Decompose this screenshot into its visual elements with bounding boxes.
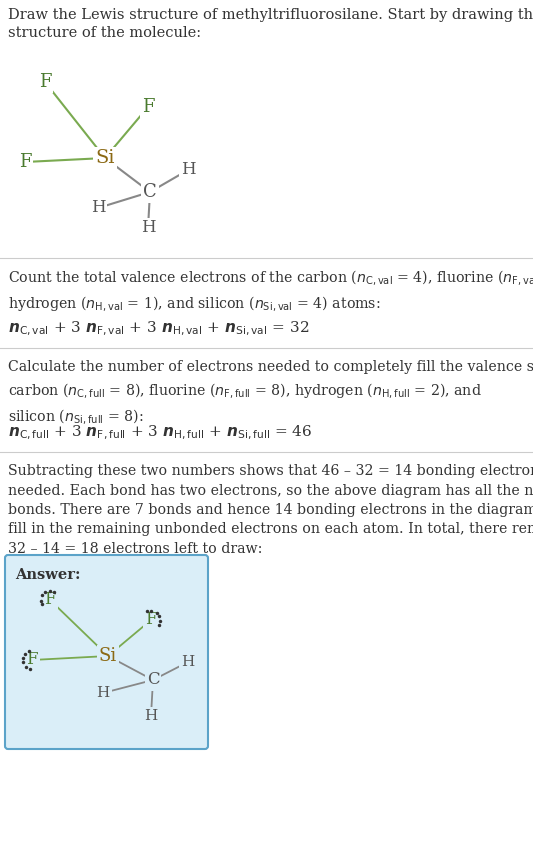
Text: Count the total valence electrons of the carbon ($n_\mathrm{C,val}$ = 4), fluori: Count the total valence electrons of the… <box>8 268 533 312</box>
Text: F: F <box>26 652 38 668</box>
Text: Draw the Lewis structure of methyltrifluorosilane. Start by drawing the overall
: Draw the Lewis structure of methyltriflu… <box>8 8 533 41</box>
Text: F: F <box>142 98 154 116</box>
Text: Subtracting these two numbers shows that 46 – 32 = 14 bonding electrons are
need: Subtracting these two numbers shows that… <box>8 464 533 556</box>
Text: F: F <box>44 591 56 608</box>
Text: C: C <box>147 672 159 688</box>
FancyBboxPatch shape <box>5 555 208 749</box>
Text: F: F <box>39 73 51 91</box>
Text: H: H <box>91 200 106 216</box>
Text: $\bfit{n}_\mathrm{C,val}$ + 3 $\bfit{n}_\mathrm{F,val}$ + 3 $\bfit{n}_\mathrm{H,: $\bfit{n}_\mathrm{C,val}$ + 3 $\bfit{n}_… <box>8 320 309 339</box>
Text: $\bfit{n}_\mathrm{C,full}$ + 3 $\bfit{n}_\mathrm{F,full}$ + 3 $\bfit{n}_\mathrm{: $\bfit{n}_\mathrm{C,full}$ + 3 $\bfit{n}… <box>8 424 312 443</box>
Text: F: F <box>145 611 157 628</box>
Text: C: C <box>143 183 157 201</box>
Text: F: F <box>19 153 31 171</box>
Text: H: H <box>141 220 155 236</box>
Text: Answer:: Answer: <box>15 568 80 582</box>
Text: Si: Si <box>95 149 115 167</box>
Text: H: H <box>181 161 195 179</box>
Text: H: H <box>144 709 158 723</box>
Text: H: H <box>96 686 110 700</box>
Text: H: H <box>181 655 195 669</box>
Text: Calculate the number of electrons needed to completely fill the valence shells f: Calculate the number of electrons needed… <box>8 360 533 425</box>
Text: Si: Si <box>99 647 117 665</box>
